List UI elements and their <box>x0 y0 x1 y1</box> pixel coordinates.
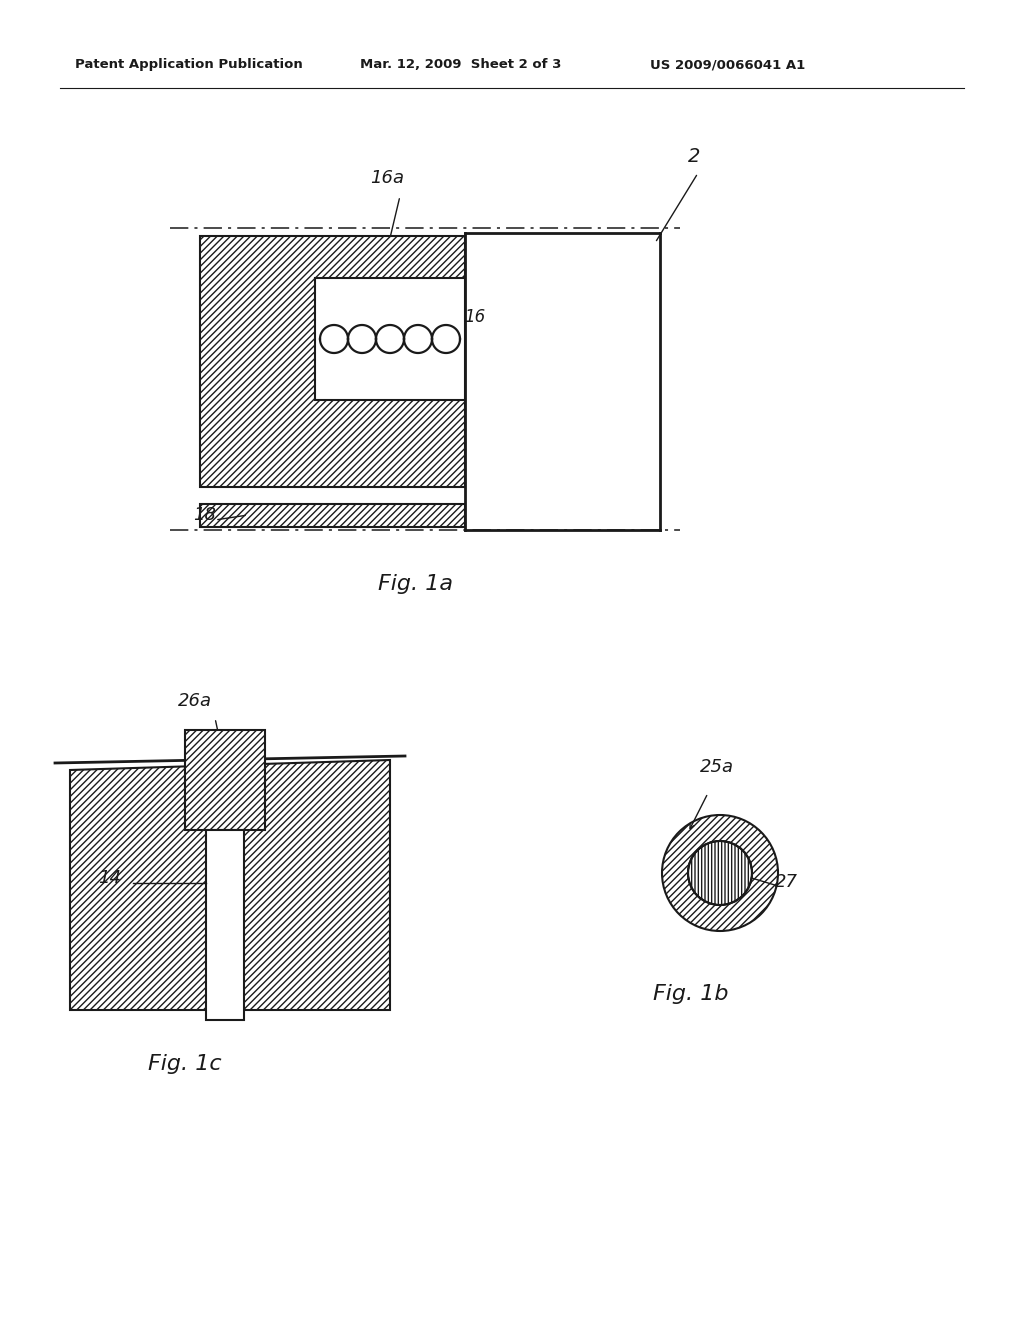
Text: 26a: 26a <box>178 692 212 710</box>
Text: 2: 2 <box>688 147 700 166</box>
Text: 25a: 25a <box>700 758 734 776</box>
Text: Fig. 1a: Fig. 1a <box>378 574 453 594</box>
Text: Fig. 1c: Fig. 1c <box>148 1053 221 1074</box>
Text: 14: 14 <box>98 869 121 887</box>
Bar <box>200 504 465 527</box>
Bar <box>200 236 465 487</box>
Text: Fig. 1b: Fig. 1b <box>653 983 728 1005</box>
Text: Patent Application Publication: Patent Application Publication <box>75 58 303 71</box>
Polygon shape <box>70 760 390 1010</box>
Text: US 2009/0066041 A1: US 2009/0066041 A1 <box>650 58 805 71</box>
Circle shape <box>688 841 752 906</box>
Text: 16a: 16a <box>370 169 404 187</box>
Bar <box>200 504 465 527</box>
Bar <box>200 236 465 487</box>
Text: 18: 18 <box>193 506 216 524</box>
Circle shape <box>662 814 778 931</box>
Text: 16: 16 <box>464 308 485 326</box>
Bar <box>206 830 244 1020</box>
Text: Mar. 12, 2009  Sheet 2 of 3: Mar. 12, 2009 Sheet 2 of 3 <box>360 58 561 71</box>
Bar <box>185 730 265 830</box>
Bar <box>315 279 465 400</box>
Bar <box>185 730 265 830</box>
Text: 27: 27 <box>775 873 798 891</box>
